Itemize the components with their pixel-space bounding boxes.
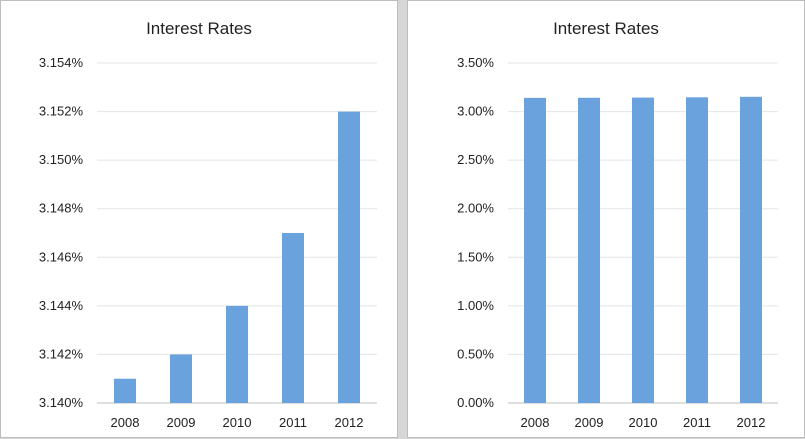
x-tick-label: 2008 — [521, 415, 550, 430]
y-tick-label: 3.142% — [39, 346, 84, 361]
x-tick-label: 2011 — [683, 415, 711, 430]
chart-title: Interest Rates — [146, 19, 252, 38]
x-tick-label: 2010 — [223, 415, 252, 430]
y-tick-label: 3.50% — [457, 55, 494, 70]
bar-2012 — [740, 96, 762, 403]
y-tick-label: 3.00% — [457, 104, 494, 119]
x-tick-label: 2012 — [737, 415, 766, 430]
y-tick-label: 3.150% — [39, 152, 84, 167]
y-tick-label: 3.140% — [39, 395, 84, 410]
y-tick-label: 0.00% — [457, 395, 494, 410]
y-tick-label: 1.00% — [457, 298, 494, 313]
bar-chart-right: 0.00% 0.50% 1.00% 1.50% 2.00% 2.50% 3.00% 3.50%… — [457, 55, 778, 430]
x-tick-label: 2010 — [629, 415, 658, 430]
bar-2011 — [282, 233, 304, 403]
bar-chart-left: 3.140% 3.142% 3.144% 3.146% 3.148% 3.150% 3.15… — [39, 55, 377, 430]
bar-2011 — [686, 97, 708, 403]
chart-title: Interest Rates — [553, 19, 659, 38]
y-tick-label: 0.50% — [457, 346, 494, 361]
y-tick-label: 3.148% — [39, 201, 84, 216]
y-tick-label: 3.152% — [39, 104, 84, 119]
y-tick-label: 3.146% — [39, 249, 84, 264]
bar-2009 — [170, 354, 192, 403]
chart-panel-left: Interest Rates 3.140% 3.142% 3.144% 3.146% 3… — [0, 0, 398, 438]
y-tick-label: 3.154% — [39, 55, 84, 70]
x-tick-label: 2011 — [279, 415, 307, 430]
x-tick-label: 2008 — [111, 415, 140, 430]
bar-2008 — [114, 378, 136, 403]
y-tick-label: 2.00% — [457, 201, 494, 216]
x-tick-label: 2012 — [335, 415, 364, 430]
y-tick-label: 1.50% — [457, 249, 494, 264]
bar-2010 — [632, 97, 654, 403]
y-tick-label: 3.144% — [39, 298, 84, 313]
chart-panel-right: Interest Rates 0.00% 0.50% 1.00% 1.50% 2.00%… — [407, 0, 805, 438]
bar-2012 — [338, 111, 360, 404]
y-tick-label: 2.50% — [457, 152, 494, 167]
x-tick-label: 2009 — [575, 415, 604, 430]
x-tick-label: 2009 — [167, 415, 196, 430]
bar-2010 — [226, 305, 248, 403]
bar-2009 — [578, 97, 600, 403]
bar-2008 — [524, 97, 546, 404]
